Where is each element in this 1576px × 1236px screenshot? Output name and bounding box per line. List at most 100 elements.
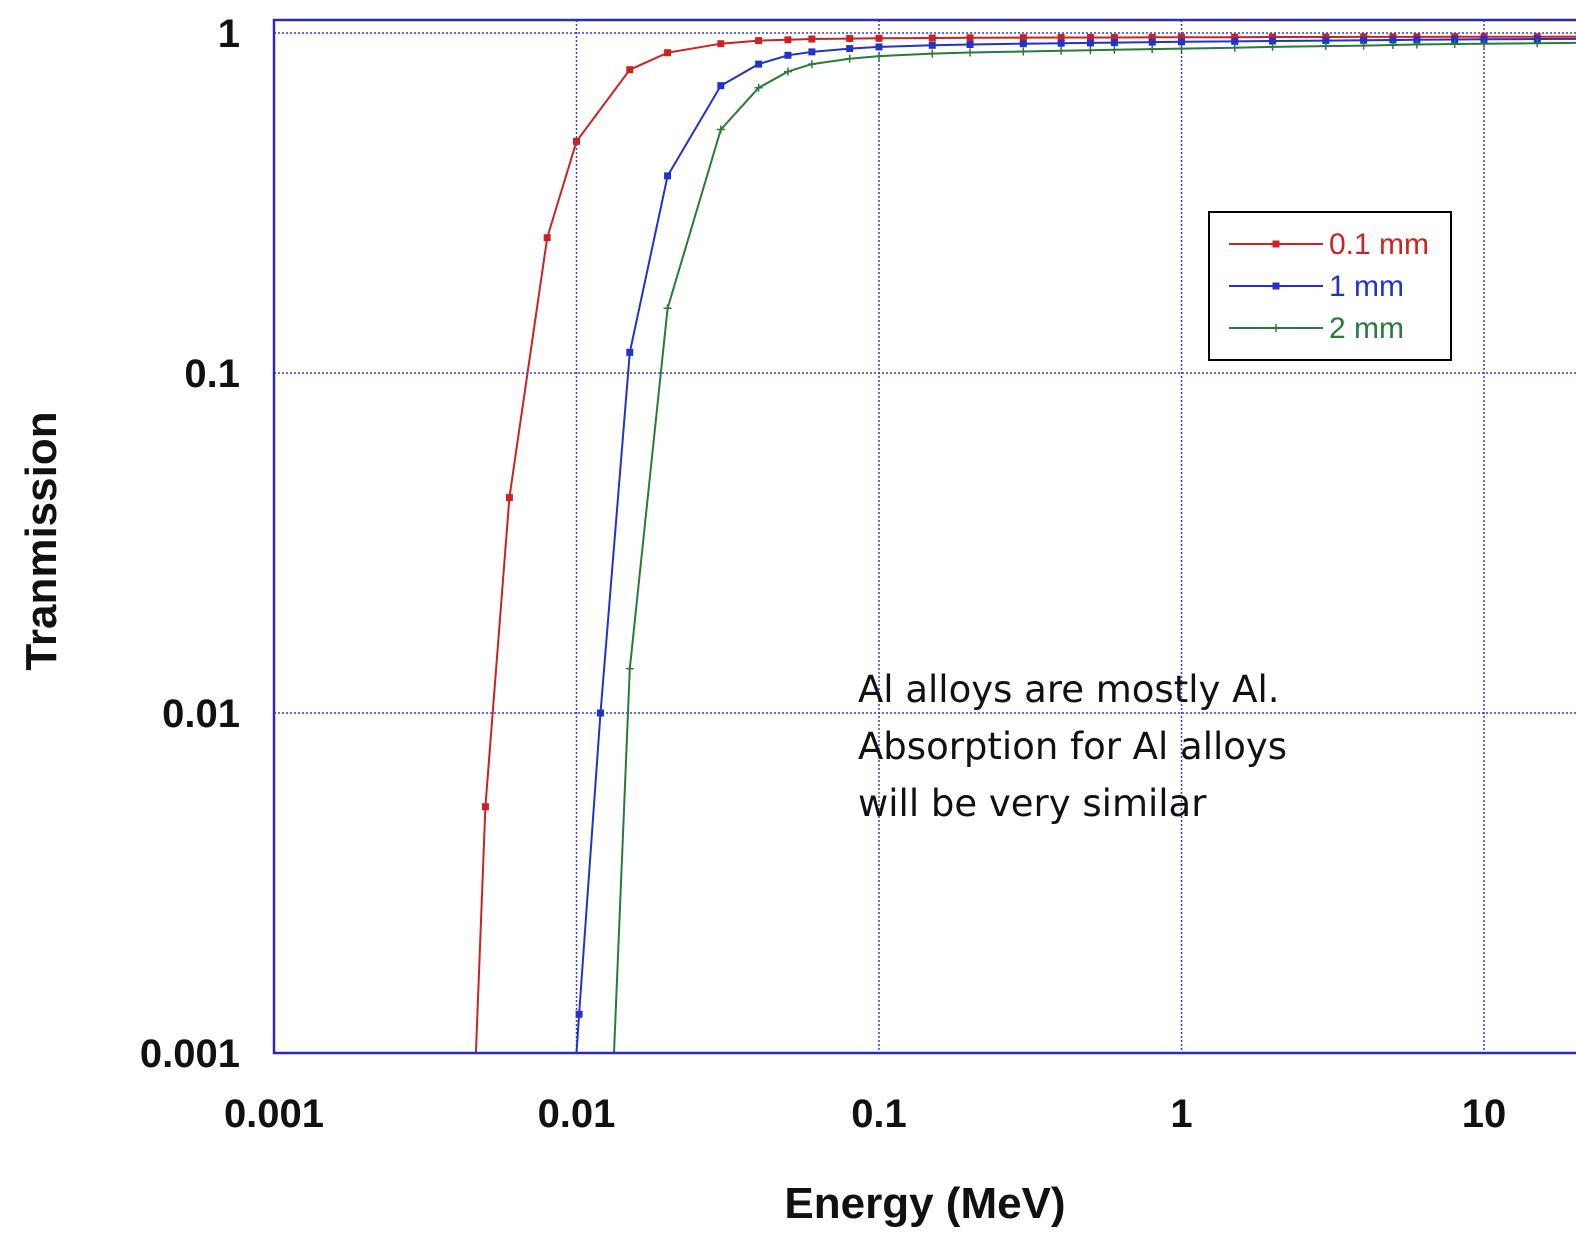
data-point bbox=[1480, 35, 1488, 43]
data-point bbox=[717, 40, 725, 48]
x-tick-label: 1 bbox=[1170, 1092, 1192, 1136]
data-point bbox=[1321, 42, 1330, 51]
legend: 0.1 mm 1 mm 2 mm bbox=[1208, 211, 1452, 361]
data-point bbox=[1057, 39, 1065, 47]
data-point bbox=[1389, 36, 1397, 44]
data-point bbox=[573, 137, 580, 145]
data-point bbox=[1086, 39, 1094, 47]
data-point bbox=[928, 34, 936, 42]
data-point bbox=[783, 67, 792, 76]
data-point bbox=[875, 52, 883, 61]
data-point bbox=[716, 125, 725, 134]
data-point bbox=[543, 234, 551, 242]
legend-marker-2 bbox=[1272, 324, 1280, 332]
y-tick-label: 0.01 bbox=[162, 692, 240, 736]
annotation-line: Absorption for Al alloys bbox=[858, 725, 1287, 768]
data-point bbox=[1019, 47, 1028, 56]
data-point bbox=[928, 49, 937, 58]
data-point bbox=[1533, 39, 1542, 48]
data-point bbox=[1178, 38, 1185, 46]
data-point bbox=[1110, 45, 1119, 54]
data-point bbox=[1110, 33, 1118, 41]
x-tick-label: 10 bbox=[1462, 1092, 1507, 1136]
data-point bbox=[928, 41, 936, 49]
data-point bbox=[1177, 44, 1186, 53]
data-point bbox=[1451, 35, 1459, 43]
x-axis-title: Energy (MeV) bbox=[784, 1179, 1065, 1228]
data-point bbox=[481, 803, 489, 811]
legend-box bbox=[1208, 211, 1452, 361]
data-point bbox=[664, 49, 672, 57]
data-point bbox=[1086, 46, 1095, 55]
data-point bbox=[1413, 36, 1421, 44]
data-point bbox=[1231, 33, 1239, 41]
legend-label-1: 1 mm bbox=[1329, 270, 1404, 303]
data-point bbox=[1231, 37, 1239, 45]
axes-frame bbox=[272, 18, 1576, 1055]
data-point bbox=[1148, 38, 1156, 46]
data-point bbox=[1110, 39, 1118, 47]
x-tick-label: 0.1 bbox=[851, 1092, 907, 1136]
data-point bbox=[755, 37, 763, 45]
legend-marker-1 bbox=[1272, 282, 1280, 290]
data-point bbox=[1412, 40, 1421, 49]
x-tick-label: 0.001 bbox=[224, 1092, 324, 1136]
data-point bbox=[1360, 36, 1368, 44]
data-point bbox=[1268, 42, 1277, 51]
data-point bbox=[1057, 33, 1065, 41]
data-point bbox=[1533, 35, 1541, 43]
data-point bbox=[1178, 33, 1185, 41]
data-point bbox=[1148, 45, 1157, 54]
data-point bbox=[846, 35, 854, 43]
data-point bbox=[1322, 37, 1330, 45]
data-point bbox=[966, 41, 974, 49]
series-line-1 bbox=[575, 37, 1576, 1054]
data-point bbox=[754, 83, 763, 92]
data-point bbox=[784, 36, 792, 44]
data-point bbox=[1269, 33, 1277, 41]
data-point bbox=[1269, 37, 1277, 45]
data-point bbox=[1019, 34, 1027, 42]
data-point bbox=[1450, 40, 1459, 49]
data-point bbox=[1480, 39, 1488, 48]
data-point bbox=[808, 35, 816, 43]
data-point bbox=[1388, 40, 1397, 49]
data-point bbox=[1019, 40, 1027, 48]
plot-frame bbox=[272, 18, 1576, 1055]
data-point bbox=[1230, 43, 1239, 52]
data-point bbox=[846, 45, 854, 53]
data-point bbox=[1057, 46, 1066, 55]
data-point bbox=[875, 43, 883, 51]
data-point bbox=[966, 48, 975, 57]
y-tick-labels: 1 0.1 0.01 0.001 bbox=[140, 12, 240, 1076]
y-tick-label: 1 bbox=[218, 12, 240, 56]
y-axis-title: Tranmission bbox=[17, 411, 66, 670]
legend-marker-0 bbox=[1272, 240, 1280, 248]
data-point bbox=[808, 48, 816, 56]
data-point bbox=[784, 51, 792, 59]
data-point bbox=[717, 82, 725, 90]
y-tick-label: 0.001 bbox=[140, 1032, 240, 1076]
data-point bbox=[1359, 41, 1368, 50]
data-point bbox=[626, 348, 634, 356]
data-point bbox=[663, 304, 672, 313]
x-tick-label: 0.01 bbox=[538, 1092, 616, 1136]
data-point bbox=[664, 172, 672, 180]
annotation-line: will be very similar bbox=[858, 782, 1207, 825]
legend-label-2: 2 mm bbox=[1329, 312, 1404, 345]
series-lines bbox=[474, 35, 1576, 1054]
grid-lines bbox=[274, 20, 1576, 1053]
legend-items: 0.1 mm 1 mm 2 mm bbox=[1229, 228, 1429, 345]
data-point bbox=[596, 709, 604, 717]
annotation-note: Al alloys are mostly Al. Absorption for A… bbox=[858, 668, 1287, 825]
data-point bbox=[575, 1010, 583, 1018]
series-line-2 bbox=[613, 41, 1576, 1054]
legend-label-0: 0.1 mm bbox=[1329, 228, 1429, 261]
annotation-line: Al alloys are mostly Al. bbox=[858, 668, 1280, 711]
series-line-0 bbox=[474, 35, 1576, 1054]
data-point bbox=[875, 34, 883, 42]
series-markers bbox=[481, 33, 1542, 1018]
data-point bbox=[505, 494, 513, 502]
data-point bbox=[966, 34, 974, 42]
data-point bbox=[1322, 33, 1330, 41]
